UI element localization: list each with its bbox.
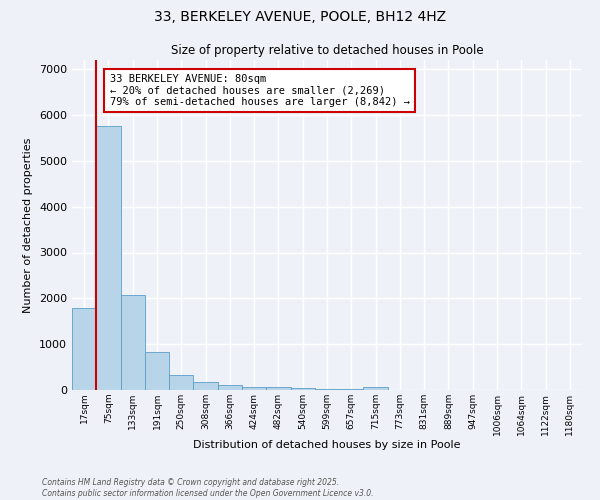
Bar xyxy=(339,389,364,390)
X-axis label: Distribution of detached houses by size in Poole: Distribution of detached houses by size … xyxy=(193,440,461,450)
Bar xyxy=(169,375,193,390)
Bar xyxy=(242,386,266,390)
Bar xyxy=(218,385,242,390)
Title: Size of property relative to detached houses in Poole: Size of property relative to detached ho… xyxy=(170,44,484,58)
Text: 33, BERKELEY AVENUE, POOLE, BH12 4HZ: 33, BERKELEY AVENUE, POOLE, BH12 4HZ xyxy=(154,10,446,24)
Bar xyxy=(72,308,96,390)
Bar xyxy=(96,126,121,390)
Bar xyxy=(364,388,388,390)
Text: 33 BERKELEY AVENUE: 80sqm
← 20% of detached houses are smaller (2,269)
79% of se: 33 BERKELEY AVENUE: 80sqm ← 20% of detac… xyxy=(110,74,410,107)
Bar xyxy=(315,388,339,390)
Text: Contains HM Land Registry data © Crown copyright and database right 2025.
Contai: Contains HM Land Registry data © Crown c… xyxy=(42,478,373,498)
Bar xyxy=(290,388,315,390)
Bar xyxy=(266,388,290,390)
Bar xyxy=(121,294,145,390)
Bar xyxy=(145,352,169,390)
Bar xyxy=(193,382,218,390)
Y-axis label: Number of detached properties: Number of detached properties xyxy=(23,138,34,312)
